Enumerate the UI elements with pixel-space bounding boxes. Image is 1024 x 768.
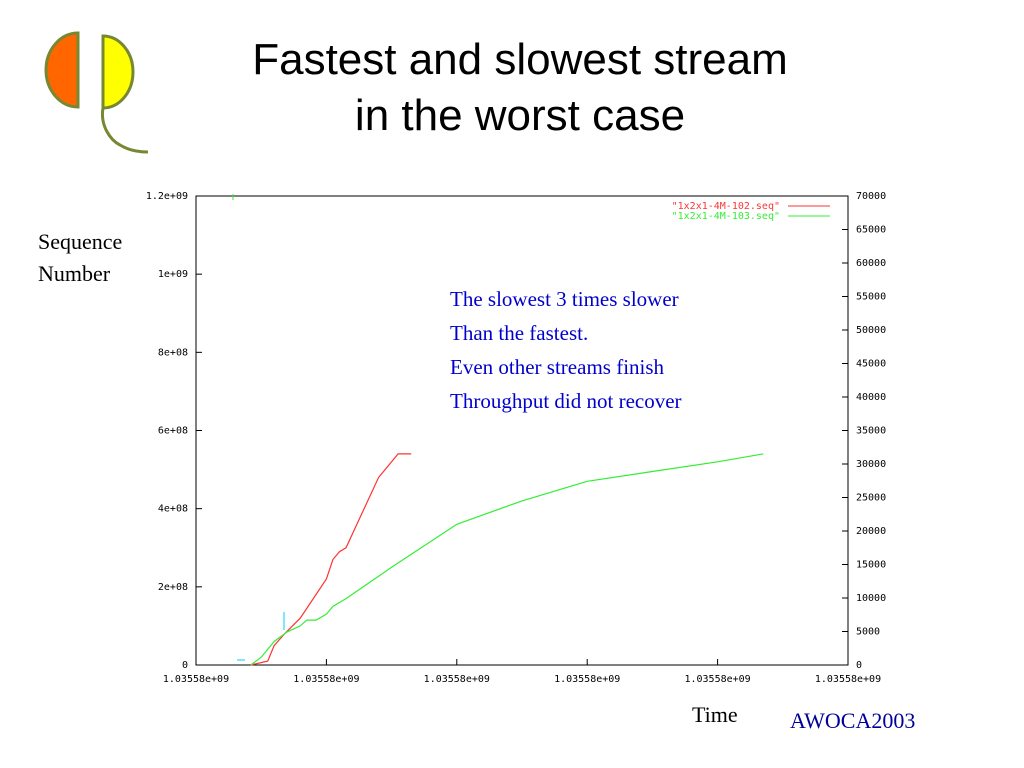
y2-tick-label: 30000 xyxy=(856,459,886,470)
annotation-line-1: The slowest 3 times slower xyxy=(450,287,679,311)
footer-text: AWOCA2003 xyxy=(790,708,916,733)
x-axis-ticks: 1.03558e+09 1.03558e+09 1.03558e+09 1.03558… xyxy=(163,659,881,685)
y-axis-label: Sequence Number xyxy=(38,226,122,290)
legend-label-1: "1x2x1-4M-102.seq" xyxy=(672,201,780,212)
y2-tick-label: 10000 xyxy=(856,593,886,604)
x-tick-label: 1.03558e+09 xyxy=(163,674,229,685)
y-axis-label-line-2: Number xyxy=(38,261,111,286)
series-line-2 xyxy=(250,453,764,666)
annotation-line-4: Throughput did not recover xyxy=(450,389,682,413)
x-tick-label: 1.03558e+09 xyxy=(554,674,620,685)
y2-tick-label: 55000 xyxy=(856,292,886,303)
legend-label-2: "1x2x1-4M-103.seq" xyxy=(672,211,780,222)
plot-frame xyxy=(195,195,849,666)
y2-tick-label: 65000 xyxy=(856,225,886,236)
y2-tick-label: 60000 xyxy=(856,258,886,269)
logo-tail xyxy=(100,107,149,154)
legend: "1x2x1-4M-102.seq""1x2x1-4M-103.seq" xyxy=(672,201,830,222)
y2-tick-label: 25000 xyxy=(856,493,886,504)
y2-tick-label: 20000 xyxy=(856,526,886,537)
y-tick-label: 6e+08 xyxy=(158,426,188,437)
x-axis-label: Time xyxy=(692,702,738,727)
y-tick-label: 1e+09 xyxy=(158,269,188,280)
slide-title: Fastest and slowest stream in the worst … xyxy=(120,32,920,144)
y-axis-label-line-1: Sequence xyxy=(38,229,123,254)
y2-tick-label: 0 xyxy=(856,660,862,671)
logo xyxy=(44,31,149,154)
y-tick-label: 2e+08 xyxy=(158,582,188,593)
x-tick-label: 1.03558e+09 xyxy=(424,674,490,685)
y-tick-label: 1.2e+09 xyxy=(146,191,188,202)
annotation-line-3: Even other streams finish xyxy=(450,355,665,379)
y-tick-label: 0 xyxy=(182,660,188,671)
annotation: The slowest 3 times slower Than the fast… xyxy=(450,282,682,418)
y2-tick-label: 50000 xyxy=(856,325,886,336)
annotation-line-2: Than the fastest. xyxy=(450,321,589,345)
x-tick-label: 1.03558e+09 xyxy=(684,674,750,685)
x-tick-label: 1.03558e+09 xyxy=(815,674,881,685)
title-line-1: Fastest and slowest stream xyxy=(252,35,788,84)
y2-tick-label: 5000 xyxy=(856,627,880,638)
y2-tick-label: 45000 xyxy=(856,359,886,370)
title-line-2: in the worst case xyxy=(354,91,686,140)
y-tick-label: 8e+08 xyxy=(158,347,188,358)
y2-tick-label: 70000 xyxy=(856,191,886,202)
y2-tick-label: 40000 xyxy=(856,392,886,403)
x-tick-label: 1.03558e+09 xyxy=(293,674,359,685)
y2-axis-ticks: 0 5000 10000 15000 20000 25000 30000 35000 40000… xyxy=(842,191,886,671)
y2-tick-label: 35000 xyxy=(856,426,886,437)
y2-tick-label: 15000 xyxy=(856,560,886,571)
series-lines xyxy=(250,453,764,666)
logo-yellow-shape xyxy=(101,34,135,110)
logo-orange-shape xyxy=(44,31,80,109)
y-tick-label: 4e+08 xyxy=(158,504,188,515)
y-axis-ticks: 0 2e+08 4e+08 6e+08 8e+08 1e+09 1.2e+09 xyxy=(146,191,202,671)
series-line-1 xyxy=(250,453,412,666)
